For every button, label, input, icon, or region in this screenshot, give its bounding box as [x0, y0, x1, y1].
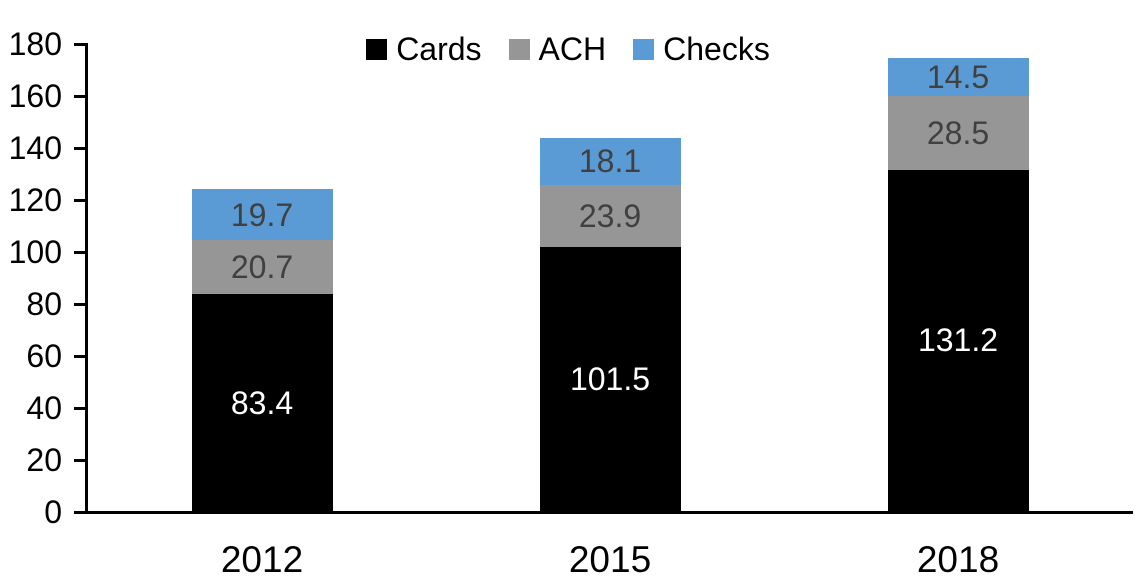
- x-axis-label-2018: 2018: [916, 539, 1000, 580]
- legend-label-cards: Cards: [396, 31, 482, 67]
- bar-segment-ach-2018: 28.5: [887, 95, 1029, 170]
- x-axis-label-2015: 2015: [568, 539, 652, 580]
- y-axis-tick-label: 40: [26, 390, 62, 426]
- bar-value-label-ach-2018: 28.5: [926, 114, 990, 151]
- y-axis-tick: [74, 303, 88, 306]
- legend-label-ach: ACH: [538, 31, 607, 67]
- bar-value-label-checks-2012: 19.7: [230, 196, 294, 233]
- y-axis-tick-label: 20: [26, 442, 62, 478]
- chart-legend: Cards ACH Checks: [0, 33, 1136, 65]
- bar-value-label-checks-2015: 18.1: [578, 143, 642, 180]
- y-axis-tick: [74, 407, 88, 410]
- y-axis-tick-label: 0: [44, 494, 62, 530]
- bar-segment-ach-2012: 20.7: [191, 240, 333, 295]
- legend-swatch-icon-cards: [366, 38, 388, 60]
- legend-item-cards: Cards: [366, 31, 482, 67]
- y-axis-tick-label: 160: [8, 78, 62, 114]
- x-axis-line: [74, 511, 1133, 514]
- y-axis-tick: [74, 251, 88, 254]
- legend-item-ach: ACH: [508, 31, 607, 67]
- bar-segment-checks-2012: 19.7: [191, 189, 333, 241]
- y-axis-tick-label: 120: [8, 182, 62, 218]
- legend-item-checks: Checks: [633, 33, 770, 65]
- y-axis-tick: [74, 199, 88, 202]
- y-axis-tick-label: 80: [26, 286, 62, 322]
- y-axis-tick: [74, 511, 88, 514]
- legend-swatch-icon-ach: [508, 38, 530, 60]
- y-axis-tick-label: 180: [8, 26, 62, 62]
- legend-swatch-icon-checks: [633, 38, 655, 60]
- y-axis-tick: [74, 95, 88, 98]
- bar-segment-cards-2012: 83.4: [191, 294, 333, 511]
- y-axis-tick-label: 140: [8, 130, 62, 166]
- bar-value-label-cards-2012: 83.4: [230, 384, 294, 421]
- bar-value-label-cards-2018: 131.2: [917, 322, 999, 359]
- x-axis-label-2012: 2012: [220, 539, 304, 580]
- bar-segment-ach-2015: 23.9: [539, 184, 681, 248]
- bar-segment-checks-2018: 14.5: [887, 58, 1029, 96]
- y-axis-line: [85, 43, 88, 514]
- bar-segment-cards-2018: 131.2: [887, 169, 1029, 511]
- y-axis-tick: [74, 355, 88, 358]
- bar-value-label-cards-2015: 101.5: [569, 361, 651, 398]
- y-axis-tick: [74, 147, 88, 150]
- y-axis-tick: [74, 459, 88, 462]
- bar-segment-cards-2015: 101.5: [539, 247, 681, 511]
- bar-value-label-ach-2015: 23.9: [578, 198, 642, 235]
- bar-segment-checks-2015: 18.1: [539, 137, 681, 185]
- legend-label-checks: Checks: [663, 31, 770, 67]
- bar-value-label-ach-2012: 20.7: [230, 249, 294, 286]
- y-axis-tick: [74, 43, 88, 46]
- bar-value-label-checks-2018: 14.5: [926, 58, 990, 95]
- y-axis-tick-label: 100: [8, 234, 62, 270]
- y-axis-tick-label: 60: [26, 338, 62, 374]
